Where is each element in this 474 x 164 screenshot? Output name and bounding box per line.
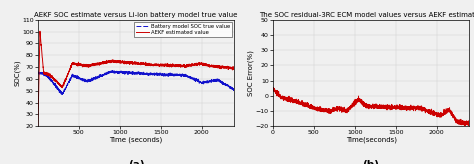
AEKF estimated value — [50, 78, 56, 80]
AEKF estimated value — [57, 83, 63, 85]
Battery model SOC true value — [201, 80, 207, 82]
Battery model SOC true value — [60, 94, 65, 96]
Battery model SOC true value — [62, 89, 68, 91]
Battery model SOC true value — [231, 89, 237, 91]
Text: (a): (a) — [128, 160, 145, 164]
AEKF estimated value — [35, 126, 41, 128]
Line: AEKF estimated value: AEKF estimated value — [38, 31, 234, 127]
Y-axis label: SOC Error(%): SOC Error(%) — [248, 50, 254, 96]
AEKF estimated value — [201, 64, 207, 66]
AEKF estimated value — [41, 69, 46, 71]
Battery model SOC true value — [40, 73, 46, 75]
X-axis label: Time (seconds): Time (seconds) — [109, 137, 163, 143]
Battery model SOC true value — [124, 72, 130, 74]
AEKF estimated value — [124, 62, 130, 64]
Y-axis label: SOC(%): SOC(%) — [14, 60, 21, 86]
AEKF estimated value — [37, 30, 43, 32]
Battery model SOC true value — [35, 72, 41, 74]
Line: Battery model SOC true value: Battery model SOC true value — [38, 71, 234, 95]
Battery model SOC true value — [109, 70, 115, 72]
Text: (b): (b) — [363, 160, 380, 164]
Title: The SOC residual-3RC ECM model values versus AEKF estimates: The SOC residual-3RC ECM model values ve… — [259, 12, 474, 18]
Battery model SOC true value — [56, 90, 62, 92]
Title: AEKF SOC estimate versus Li-ion battery model true value: AEKF SOC estimate versus Li-ion battery … — [35, 12, 238, 18]
X-axis label: Time(seconds): Time(seconds) — [346, 137, 397, 143]
Battery model SOC true value — [50, 82, 56, 83]
Legend: Battery model SOC true value, AEKF estimated value: Battery model SOC true value, AEKF estim… — [134, 22, 232, 37]
AEKF estimated value — [62, 79, 68, 81]
AEKF estimated value — [231, 67, 237, 69]
